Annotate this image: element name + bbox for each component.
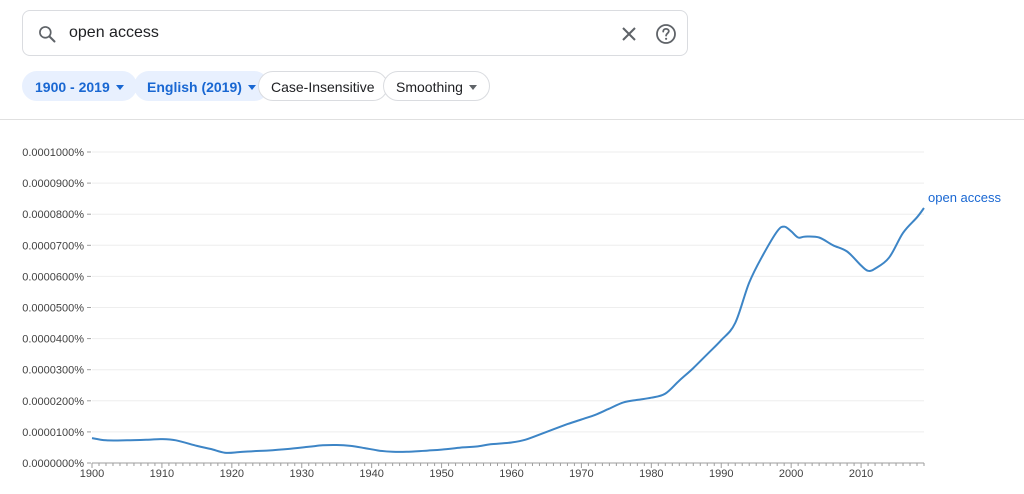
chevron-down-icon xyxy=(115,84,124,90)
year-range-dropdown[interactable]: 1900 - 2019 xyxy=(22,71,137,101)
search-input[interactable] xyxy=(69,19,589,47)
smoothing-label: Smoothing xyxy=(396,79,463,95)
chevron-down-icon xyxy=(468,84,477,90)
x-tick-label: 1940 xyxy=(359,468,383,480)
y-tick-label: 0.0000000% xyxy=(22,458,84,470)
case-label: Case-Insensitive xyxy=(271,79,375,95)
divider xyxy=(0,119,1024,120)
year-range-label: 1900 - 2019 xyxy=(35,79,110,95)
close-icon[interactable] xyxy=(620,25,638,43)
y-tick-label: 0.0000100% xyxy=(22,427,84,439)
y-tick-label: 0.0001000% xyxy=(22,147,84,159)
x-tick-label: 1930 xyxy=(290,468,314,480)
x-tick-label: 1970 xyxy=(569,468,593,480)
x-tick-label: 1920 xyxy=(220,468,244,480)
y-tick-label: 0.0000800% xyxy=(22,209,84,221)
series-line-open-access xyxy=(91,207,925,454)
y-tick-label: 0.0000200% xyxy=(22,396,84,408)
x-tick-label: 2010 xyxy=(849,468,873,480)
search-icon xyxy=(39,26,56,43)
series-label-open-access: open access xyxy=(928,190,1001,205)
ngram-chart: 0.0000000% 0.0000100% 0.0000200% 0.0000300%… xyxy=(22,147,1001,480)
corpus-dropdown[interactable]: English (2019) xyxy=(134,71,269,101)
x-tick-label: 1910 xyxy=(150,468,174,480)
case-insensitive-toggle[interactable]: Case-Insensitive xyxy=(258,71,388,101)
y-tick-label: 0.0000400% xyxy=(22,334,84,346)
x-tick-label: 1980 xyxy=(639,468,663,480)
help-icon[interactable] xyxy=(655,23,677,45)
y-tick-label: 0.0000900% xyxy=(22,178,84,190)
corpus-label: English (2019) xyxy=(147,79,242,95)
y-tick-label: 0.0000700% xyxy=(22,240,84,252)
x-tick-label: 2000 xyxy=(779,468,803,480)
y-tick-label: 0.0000300% xyxy=(22,365,84,377)
y-tick-label: 0.0000600% xyxy=(22,271,84,283)
x-tick-label: 1900 xyxy=(80,468,104,480)
chevron-down-icon xyxy=(247,84,256,90)
x-tick-label: 1990 xyxy=(709,468,733,480)
x-tick-label: 1960 xyxy=(499,468,523,480)
smoothing-dropdown[interactable]: Smoothing xyxy=(383,71,490,101)
y-tick-label: 0.0000500% xyxy=(22,303,84,315)
x-tick-label: 1950 xyxy=(429,468,453,480)
search-box[interactable] xyxy=(22,10,688,56)
